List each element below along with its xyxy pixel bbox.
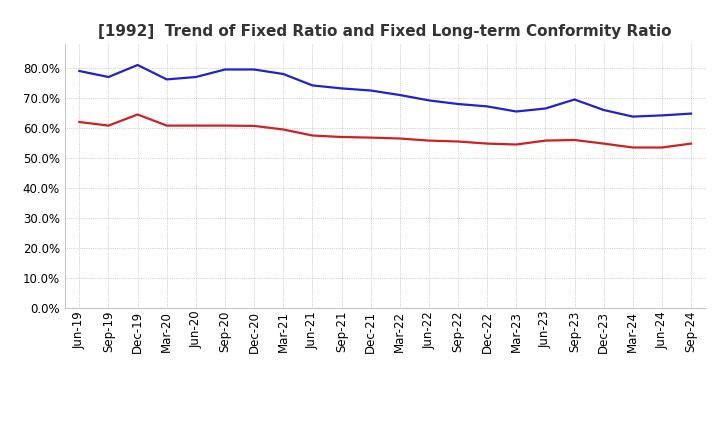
Fixed Ratio (133, 62, 142, 68)
Fixed Ratio (250, 67, 258, 72)
Fixed Ratio (395, 92, 404, 98)
Fixed Long-term Conformity Ratio (657, 145, 666, 150)
Line: Fixed Long-term Conformity Ratio: Fixed Long-term Conformity Ratio (79, 114, 691, 147)
Fixed Ratio (454, 101, 462, 106)
Fixed Ratio (279, 71, 287, 77)
Title: [1992]  Trend of Fixed Ratio and Fixed Long-term Conformity Ratio: [1992] Trend of Fixed Ratio and Fixed Lo… (99, 24, 672, 39)
Fixed Long-term Conformity Ratio (308, 133, 317, 138)
Fixed Ratio (599, 107, 608, 113)
Fixed Long-term Conformity Ratio (220, 123, 229, 128)
Fixed Ratio (366, 88, 375, 93)
Fixed Long-term Conformity Ratio (541, 138, 550, 143)
Fixed Long-term Conformity Ratio (687, 141, 696, 146)
Fixed Ratio (104, 74, 113, 80)
Fixed Ratio (425, 98, 433, 103)
Fixed Ratio (75, 68, 84, 73)
Line: Fixed Ratio: Fixed Ratio (79, 65, 691, 117)
Fixed Long-term Conformity Ratio (483, 141, 492, 146)
Fixed Ratio (483, 104, 492, 109)
Fixed Ratio (629, 114, 637, 119)
Fixed Ratio (541, 106, 550, 111)
Fixed Ratio (657, 113, 666, 118)
Fixed Long-term Conformity Ratio (192, 123, 200, 128)
Fixed Ratio (220, 67, 229, 72)
Fixed Long-term Conformity Ratio (454, 139, 462, 144)
Fixed Ratio (163, 77, 171, 82)
Fixed Long-term Conformity Ratio (366, 135, 375, 140)
Fixed Long-term Conformity Ratio (250, 123, 258, 128)
Fixed Long-term Conformity Ratio (163, 123, 171, 128)
Fixed Ratio (337, 86, 346, 91)
Fixed Long-term Conformity Ratio (279, 127, 287, 132)
Fixed Ratio (192, 74, 200, 80)
Fixed Long-term Conformity Ratio (337, 134, 346, 139)
Fixed Ratio (570, 97, 579, 102)
Fixed Ratio (512, 109, 521, 114)
Fixed Long-term Conformity Ratio (104, 123, 113, 128)
Fixed Long-term Conformity Ratio (512, 142, 521, 147)
Fixed Long-term Conformity Ratio (570, 137, 579, 143)
Fixed Ratio (687, 111, 696, 116)
Fixed Long-term Conformity Ratio (75, 119, 84, 125)
Fixed Long-term Conformity Ratio (133, 112, 142, 117)
Fixed Long-term Conformity Ratio (629, 145, 637, 150)
Fixed Long-term Conformity Ratio (425, 138, 433, 143)
Fixed Long-term Conformity Ratio (599, 141, 608, 146)
Fixed Ratio (308, 83, 317, 88)
Fixed Long-term Conformity Ratio (395, 136, 404, 141)
